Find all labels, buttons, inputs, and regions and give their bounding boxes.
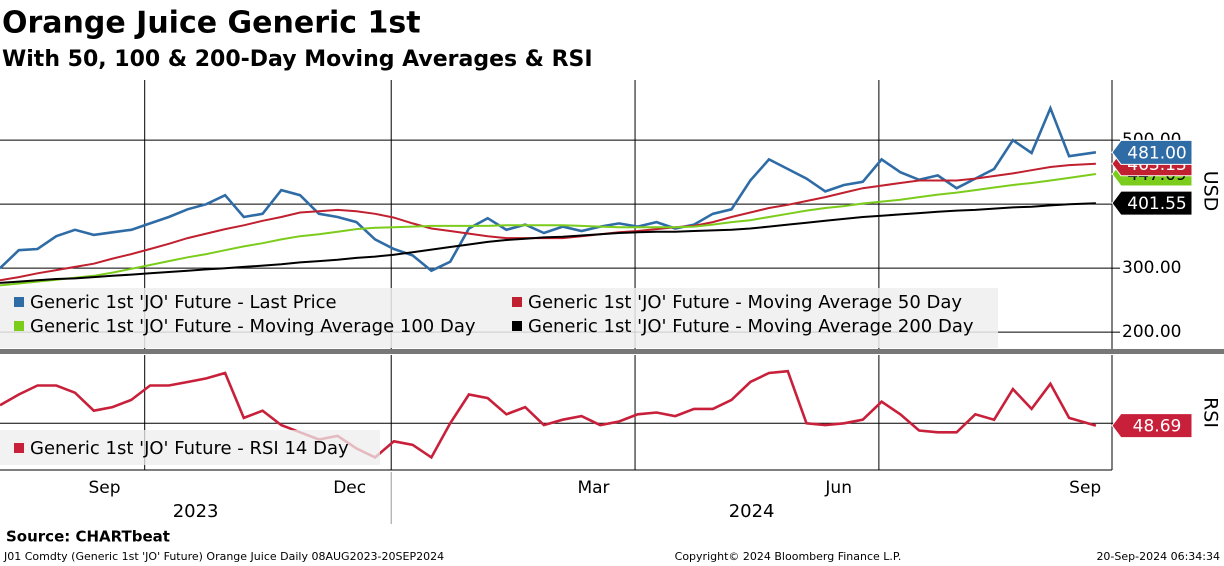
price-line: [0, 104, 1097, 273]
legend-label: Generic 1st 'JO' Future - Last Price: [30, 292, 337, 313]
year-label: 2023: [173, 501, 219, 522]
price-line: [0, 202, 1096, 284]
source: Source: CHARTbeat: [6, 528, 170, 546]
chart-title: Orange Juice Generic 1st: [2, 6, 421, 41]
legend-box: [0, 288, 998, 348]
y-tick-label: 200.00: [1122, 322, 1181, 342]
x-tick-label: Sep: [88, 478, 120, 498]
series-group: [0, 369, 1097, 460]
footer-right: 20-Sep-2024 06:34:34: [1096, 550, 1220, 563]
legend-label: Generic 1st 'JO' Future - Moving Average…: [30, 316, 476, 337]
footer-left: J01 Comdty (Generic 1st 'JO' Future) Ora…: [3, 550, 444, 563]
legend-swatch: [512, 297, 522, 307]
value-tag-label: 401.55: [1127, 194, 1186, 214]
x-tick-label: Sep: [1069, 478, 1101, 498]
x-tick-label: Mar: [577, 478, 609, 498]
price-line: [0, 369, 1097, 460]
chart-subtitle: With 50, 100 & 200-Day Moving Averages &…: [2, 47, 593, 72]
y-axis-label: USD: [1200, 171, 1222, 212]
value-tag-label: 481.00: [1127, 143, 1186, 163]
value-tag: [1111, 190, 1193, 216]
value-tag: [1111, 413, 1193, 439]
legend-swatch: [14, 321, 24, 331]
footer-center: Copyright© 2024 Bloomberg Finance L.P.: [675, 550, 902, 563]
series-group: [0, 104, 1097, 287]
panel-separator: [0, 349, 1224, 354]
legend-box: [0, 430, 380, 465]
price-line: [0, 173, 1097, 287]
legend-swatch: [14, 443, 24, 453]
x-tick-label: Dec: [333, 478, 366, 498]
value-tag: [1111, 139, 1193, 165]
year-label: 2024: [729, 501, 775, 522]
legend-label: Generic 1st 'JO' Future - Moving Average…: [528, 316, 974, 337]
legend-label: Generic 1st 'JO' Future - Moving Average…: [528, 292, 962, 313]
y-axis-label: RSI: [1200, 397, 1222, 428]
legend-swatch: [14, 297, 24, 307]
legend-label: Generic 1st 'JO' Future - RSI 14 Day: [30, 438, 349, 459]
x-tick-label: Jun: [824, 478, 852, 498]
y-tick-label: 300.00: [1122, 258, 1181, 278]
legend-swatch: [512, 321, 522, 331]
value-tag-label: 48.69: [1133, 417, 1182, 437]
